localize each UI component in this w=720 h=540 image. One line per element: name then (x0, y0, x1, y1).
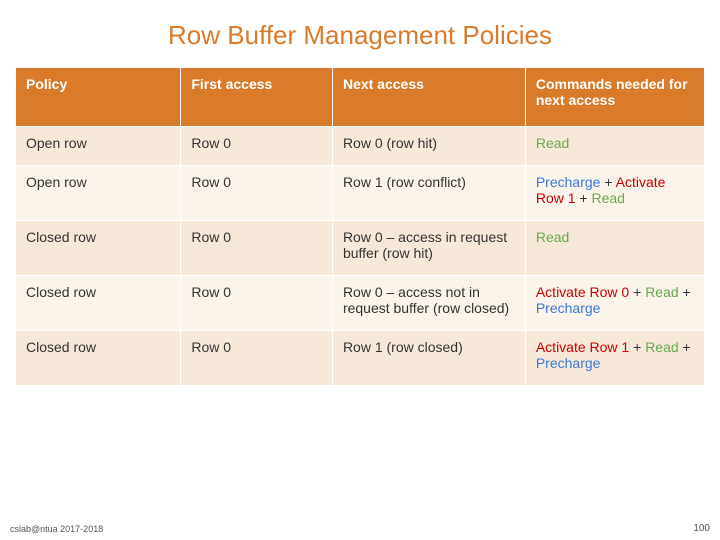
cmd-activate: Activate Row 0 (536, 284, 629, 300)
cell-next-access: Row 0 – access in request buffer (row hi… (332, 221, 525, 276)
slide: Row Buffer Management Policies Policy Fi… (0, 0, 720, 540)
cmd-read: Read (536, 229, 569, 245)
cell-commands: Activate Row 1 + Read + Precharge (525, 331, 704, 386)
cell-policy: Closed row (16, 221, 181, 276)
table-row: Closed rowRow 0Row 1 (row closed)Activat… (16, 331, 705, 386)
cell-policy: Open row (16, 127, 181, 166)
cell-first-access: Row 0 (181, 331, 333, 386)
table-row: Open rowRow 0Row 1 (row conflict)Prechar… (16, 166, 705, 221)
cell-commands: Activate Row 0 + Read + Precharge (525, 276, 704, 331)
cell-first-access: Row 0 (181, 127, 333, 166)
cell-next-access: Row 1 (row conflict) (332, 166, 525, 221)
footer-right: 100 (693, 523, 710, 534)
col-policy: Policy (16, 68, 181, 127)
footer-left: cslab@ntua 2017-2018 (10, 524, 103, 534)
cell-next-access: Row 0 – access not in request buffer (ro… (332, 276, 525, 331)
cmd-read: Read (645, 339, 678, 355)
cell-policy: Open row (16, 166, 181, 221)
cmd-plus: + (679, 339, 691, 355)
cmd-plus: + (600, 174, 615, 190)
cmd-plus: + (629, 284, 645, 300)
cmd-precharge: Precharge (536, 355, 601, 371)
cell-first-access: Row 0 (181, 221, 333, 276)
cmd-precharge: Precharge (536, 174, 601, 190)
policy-table: Policy First access Next access Commands… (15, 67, 705, 386)
table-header-row: Policy First access Next access Commands… (16, 68, 705, 127)
slide-title: Row Buffer Management Policies (0, 0, 720, 67)
cmd-plus: + (679, 284, 691, 300)
table-row: Open rowRow 0Row 0 (row hit) Read (16, 127, 705, 166)
table-row: Closed rowRow 0Row 0 – access not in req… (16, 276, 705, 331)
table-row: Closed rowRow 0Row 0 – access in request… (16, 221, 705, 276)
col-next: Next access (332, 68, 525, 127)
cell-policy: Closed row (16, 331, 181, 386)
cmd-activate: Activate Row 1 (536, 339, 629, 355)
cell-next-access: Row 0 (row hit) (332, 127, 525, 166)
cell-commands: Read (525, 127, 704, 166)
cmd-plus: + (629, 339, 645, 355)
table-body: Open rowRow 0Row 0 (row hit)ReadOpen row… (16, 127, 705, 386)
cell-first-access: Row 0 (181, 166, 333, 221)
cmd-precharge: Precharge (536, 300, 601, 316)
cmd-read: Read (645, 284, 678, 300)
col-commands: Commands needed for next access (525, 68, 704, 127)
cell-next-access: Row 1 (row closed) (332, 331, 525, 386)
cell-first-access: Row 0 (181, 276, 333, 331)
cell-policy: Closed row (16, 276, 181, 331)
cell-commands: Precharge + Activate Row 1 + Read (525, 166, 704, 221)
cmd-read: Read (592, 190, 625, 206)
col-first: First access (181, 68, 333, 127)
cmd-plus: + (576, 190, 592, 206)
cell-commands: Read (525, 221, 704, 276)
cmd-read: Read (536, 135, 569, 151)
